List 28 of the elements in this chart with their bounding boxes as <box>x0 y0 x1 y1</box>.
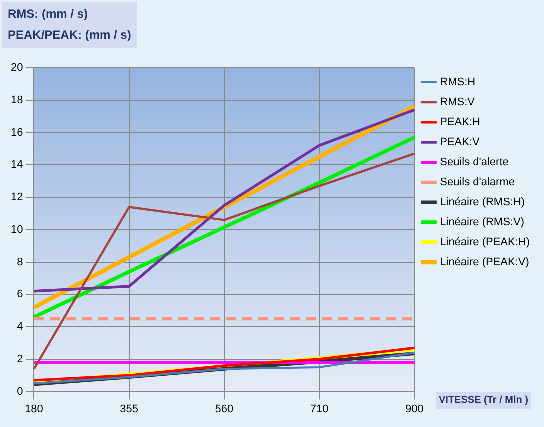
y-tick-label: 2 <box>17 353 24 366</box>
y-tick-label: 16 <box>10 126 24 139</box>
legend-label: PEAK:V <box>440 136 481 149</box>
x-tick-label: 180 <box>25 403 44 416</box>
y-axis-title: RMS: (mm / s) PEAK/PEAK: (mm / s) <box>2 2 138 48</box>
y-tick-label: 10 <box>10 224 24 236</box>
y-tick-label: 20 <box>10 62 24 74</box>
y-tick-label: 0 <box>17 386 24 398</box>
x-tick-label: 560 <box>215 403 234 416</box>
y-tick-label: 18 <box>10 94 24 106</box>
legend-label: Linéaire (RMS:H) <box>440 196 526 209</box>
legend-label: Linéaire (PEAK:V) <box>440 256 530 269</box>
legend-label: Seuils d'alerte <box>440 156 509 169</box>
x-tick-label: 900 <box>405 403 424 416</box>
y-tick-label: 6 <box>17 288 24 301</box>
y-tick-label: 4 <box>17 321 24 334</box>
legend-label: PEAK:H <box>440 116 481 129</box>
legend-label: RMS:H <box>440 76 476 89</box>
x-axis-title: VITESSE (Tr / Mln ) <box>436 392 532 409</box>
x-tick-label: 710 <box>310 403 329 416</box>
legend-label: Linéaire (RMS:V) <box>440 216 524 229</box>
y-tick-label: 14 <box>10 159 24 172</box>
y-tick-label: 8 <box>17 256 24 268</box>
legend-label: Seuils d'alarme <box>440 176 515 189</box>
legend-label: RMS:V <box>440 96 476 109</box>
y-tick-label: 12 <box>10 192 24 204</box>
x-tick-label: 355 <box>120 403 139 416</box>
legend-label: Linéaire (PEAK:H) <box>440 236 530 249</box>
